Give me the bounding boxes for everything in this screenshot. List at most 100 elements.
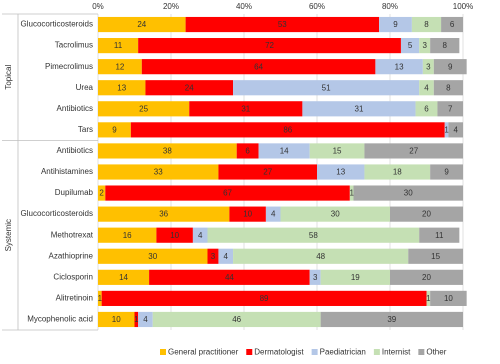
data-label: 51 (322, 83, 331, 92)
bar-segment (138, 38, 401, 54)
data-label: 6 (245, 147, 250, 156)
data-label: 9 (448, 62, 453, 71)
bar-segment (415, 101, 438, 117)
category-label: Pimecrolimus (45, 62, 93, 71)
data-label: 14 (280, 147, 289, 156)
category-label: Antibiotics (57, 104, 93, 113)
bar-segment (145, 80, 234, 96)
category-label: Tars (78, 125, 93, 134)
bar-segment (320, 269, 390, 285)
category-label: Azathioprine (49, 251, 94, 260)
bar-segment (419, 227, 460, 243)
data-label: 1 (426, 294, 431, 303)
x-tick-label: 0% (92, 2, 104, 11)
category-label: Dupilumab (55, 188, 94, 197)
bar-segment (379, 16, 412, 33)
bar-segment (134, 311, 139, 328)
data-label: 36 (159, 210, 168, 219)
bar-segment (98, 101, 190, 117)
data-label: 4 (198, 231, 203, 240)
bar-segment (422, 59, 434, 75)
bar-segment (207, 248, 219, 264)
data-label: 1 (349, 189, 354, 198)
category-label: Glucocorticosteroids (21, 20, 93, 29)
legend-label: Paediatrician (320, 348, 366, 357)
group-label: Systemic (4, 219, 13, 251)
category-label: Ciclosporin (53, 272, 93, 281)
bar-segment (189, 101, 303, 117)
data-label: 15 (333, 147, 342, 156)
category-label: Alitretinoin (56, 294, 93, 303)
data-label: 12 (115, 62, 124, 71)
legend-label: Internist (382, 348, 411, 357)
bar-segment (98, 185, 106, 201)
legend-label: General practitioner (168, 348, 239, 357)
x-tick-label: 80% (382, 2, 398, 11)
data-label: 58 (309, 231, 318, 240)
bar-segment (430, 38, 460, 54)
data-label: 24 (185, 83, 194, 92)
bar-segment (433, 59, 467, 75)
category-label: Glucocorticosteroids (21, 209, 93, 218)
data-label: 10 (112, 315, 121, 324)
data-label: 20 (422, 273, 431, 282)
x-tick-label: 40% (236, 2, 252, 11)
data-label: 31 (241, 104, 250, 113)
data-label: 10 (243, 210, 252, 219)
data-label: 25 (139, 104, 148, 113)
data-label: 10 (444, 294, 453, 303)
bar-segment (364, 143, 463, 159)
data-label: 3 (211, 252, 216, 261)
bar-segment (98, 290, 102, 306)
bar-segment (280, 206, 390, 222)
data-label: 33 (154, 168, 163, 177)
data-label: 44 (225, 273, 234, 282)
bar-segment (149, 269, 310, 285)
bar-segment (98, 227, 157, 243)
data-label: 8 (446, 83, 451, 92)
legend-swatch (160, 349, 166, 355)
data-label: 10 (170, 231, 179, 240)
bar-segment (141, 59, 376, 75)
bar-segment (156, 227, 193, 243)
bar-segment (98, 16, 186, 33)
data-label: 2 (99, 189, 104, 198)
data-label: 1 (134, 315, 139, 324)
data-label: 1 (444, 125, 449, 134)
data-label: 24 (137, 20, 146, 29)
bar-segment (98, 59, 142, 75)
x-tick-label: 60% (309, 2, 325, 11)
bar-segment (98, 269, 150, 285)
group-label: Topical (4, 65, 13, 90)
data-label: 4 (143, 315, 148, 324)
data-label: 6 (424, 104, 429, 113)
data-label: 27 (263, 168, 272, 177)
bar-segment (130, 122, 445, 138)
legend-swatch (373, 349, 380, 355)
bar-segment (430, 290, 467, 306)
bar-segment (364, 164, 431, 180)
bar-segment (101, 290, 427, 306)
bar-segment (309, 143, 365, 159)
data-label: 67 (223, 189, 232, 198)
data-label: 9 (112, 125, 117, 134)
legend-swatch (311, 349, 318, 355)
bar-segment (375, 59, 423, 75)
data-label: 6 (450, 20, 455, 29)
bar-segment (98, 122, 131, 138)
data-label: 13 (336, 168, 345, 177)
bar-segment (218, 248, 234, 264)
data-label: 72 (265, 41, 274, 50)
data-label: 19 (351, 273, 360, 282)
data-label: 9 (393, 20, 398, 29)
data-label: 4 (453, 125, 458, 134)
data-label: 38 (163, 147, 172, 156)
data-label: 89 (260, 294, 269, 303)
bar-segment (426, 290, 431, 306)
data-label: 48 (316, 252, 325, 261)
data-label: 31 (355, 104, 364, 113)
data-label: 13 (117, 83, 126, 92)
bar-segment (218, 164, 317, 180)
data-label: 18 (393, 168, 402, 177)
